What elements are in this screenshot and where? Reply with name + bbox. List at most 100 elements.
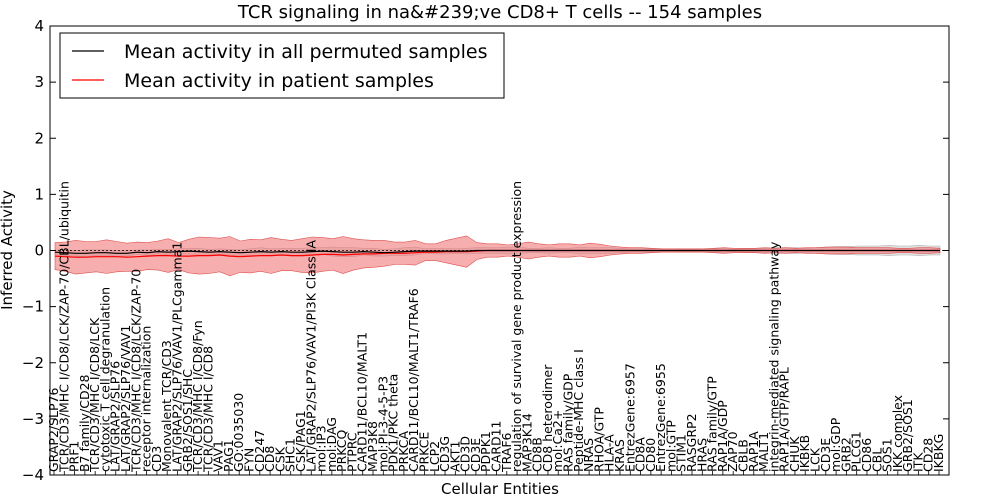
- x-tick-label: TCR/CD3/MHC I/CD8/LCK/ZAP-70/CBL/ubiquit…: [56, 181, 71, 473]
- y-tick-label: −4: [22, 466, 44, 484]
- x-tick-label: HRAS: [694, 438, 709, 472]
- x-tick-label: IKBKB: [797, 435, 812, 472]
- x-tick-label: CARD11: [489, 421, 504, 473]
- x-tick-label: CD3E: [818, 438, 833, 472]
- x-tick-label: PRF1: [67, 441, 82, 472]
- x-tick-label: LAT/GRAP2/SLP76/VAV1: [118, 325, 133, 472]
- x-tick-label: CSK/PAG1: [293, 410, 308, 472]
- x-tick-label: RAS family/GTP: [705, 376, 720, 472]
- x-tick-label: TRAF6: [499, 432, 514, 473]
- x-axis-label: Cellular Entities: [441, 480, 559, 498]
- x-tick-label: IKBKG: [931, 434, 946, 472]
- x-tick-label: LCK: [808, 447, 823, 472]
- x-tick-label: PRKCE: [417, 432, 432, 472]
- x-tick-label: CD8A: [633, 437, 648, 472]
- x-tick-label: AKT1: [447, 441, 462, 472]
- x-tick-label: VAV1: [211, 440, 226, 472]
- x-tick-label: mol:GTP: [663, 420, 678, 472]
- y-tick-label: 0: [34, 242, 44, 260]
- x-tick-label: PDK1/PKC theta: [386, 374, 401, 472]
- y-tick-label: 1: [34, 185, 44, 203]
- x-tick-label: CBL: [869, 448, 884, 472]
- y-tick-label: −3: [22, 410, 44, 428]
- x-tick-label: KRAS: [612, 439, 627, 472]
- x-tick-label: NRAS: [581, 438, 596, 472]
- x-tick-label: CD3G: [437, 436, 452, 472]
- x-tick-label: PLCG1: [849, 431, 864, 472]
- x-tick-label: CSK: [272, 446, 287, 472]
- x-tick-label: FYN: [242, 448, 257, 472]
- x-tick-label: mol:GDP: [828, 417, 843, 472]
- x-tick-label: STIM1: [674, 434, 689, 472]
- x-tick-label: LAT/GRAP2/SLP76: [108, 361, 123, 472]
- x-tick-label: Monovalent TCR/CD3: [159, 340, 174, 472]
- x-tick-label: CD80: [643, 438, 658, 472]
- x-tick-label: B7 family/CD28: [77, 374, 92, 472]
- lines-layer: [50, 249, 949, 258]
- x-tick-label: CD3E: [468, 438, 483, 472]
- x-tick-label: CARD11/BCL10/MALT1: [355, 332, 370, 472]
- x-tick-label: CD86: [859, 438, 874, 472]
- x-tick-label: CHUK: [787, 436, 802, 472]
- x-tick-label: GRB2/SOS1/SHC: [180, 369, 195, 472]
- x-tick-label: LAT/GRAP2/SLP76/VAV1/PLCgamma1: [170, 242, 185, 472]
- x-tick-label: RAS family/GDP: [561, 373, 576, 472]
- x-tick-label: RASGRP2: [684, 413, 699, 472]
- legend: Mean activity in all permuted samples Me…: [59, 32, 505, 99]
- x-tick-label: GRB2: [838, 437, 853, 472]
- x-tick-label: RHOA/GTP: [591, 407, 606, 472]
- x-tick-label: CD247: [252, 430, 267, 472]
- x-tick-label: PAG1: [221, 439, 236, 472]
- y-tick-label: 4: [34, 17, 44, 35]
- x-tick-label: EntrezGene:6955: [653, 363, 668, 472]
- legend-label-permuted: Mean activity in all permuted samples: [124, 41, 487, 63]
- x-tick-label: PDPK1: [478, 431, 493, 472]
- x-tick-label: cytotoxic T cell degranulation: [98, 287, 113, 472]
- x-tick-label: mol:Ca2+: [550, 410, 565, 472]
- x-tick-label: RAP1A/GDP: [715, 400, 730, 472]
- legend-box: [59, 32, 505, 99]
- legend-label-patient: Mean activity in patient samples: [124, 70, 434, 92]
- x-tick-label: CD28: [921, 438, 936, 472]
- x-tick-label: PTPRC: [344, 432, 359, 472]
- x-tick-label: PRKCQ: [334, 429, 349, 471]
- x-tick-label: regulation of survival gene product expr…: [509, 181, 524, 472]
- x-tick-label: CD3D: [458, 436, 473, 472]
- x-tick-label: CBLB: [736, 439, 751, 472]
- y-tick-label: 2: [34, 129, 44, 147]
- x-tick-label: SHC1: [283, 438, 298, 472]
- y-tick-label: −2: [22, 354, 44, 372]
- y-tick-label: −1: [22, 298, 44, 316]
- x-tick-label: MAP3K14: [519, 413, 534, 472]
- y-tick-label: 3: [34, 73, 44, 91]
- x-tick-label: Peptide-MHC class I: [571, 349, 586, 472]
- x-tick-label: CARD11/BCL10/MALT1/TRAF6: [406, 288, 421, 472]
- y-axis: 4 3 2 1 0 −1 −2 −3 −4: [22, 17, 949, 484]
- x-tick-label: GO:0035030: [231, 393, 246, 472]
- x-tick-label: CD8 heterodimer: [540, 364, 555, 472]
- x-tick-label: CD8: [262, 446, 277, 472]
- x-tick-label: CD8B: [530, 437, 545, 472]
- y-axis-label: Inferred Activity: [0, 190, 16, 310]
- band-patient: [54, 235, 941, 277]
- x-tick-label: RAP1A/GTP/RAPL: [777, 367, 792, 472]
- x-tick-label: mol:DAG: [324, 417, 339, 472]
- x-tick-label: PRKCA: [396, 431, 411, 472]
- x-tick-label: TCR/CD3/MHC I/CD8/LCK: [87, 317, 102, 473]
- x-tick-label: RAP1A: [746, 431, 761, 472]
- chart-title: TCR signaling in na&#239;ve CD8+ T cells…: [237, 2, 762, 23]
- x-tick-label: mol:PI-3-4-5-P3: [375, 376, 390, 472]
- series-line-permuted: [54, 249, 940, 254]
- x-tick-label: CD3: [149, 446, 164, 472]
- x-tick-label: LAT/GRAP2/SLP76/VAV1/PI3K Class IA: [303, 240, 318, 472]
- x-tick-label: ZAP70: [725, 431, 740, 472]
- x-tick-label: receptor internalization: [139, 326, 154, 472]
- x-tick-label: EntrezGene:6957: [622, 363, 637, 472]
- x-tick-label: TCR/CD3/MHC I/CD8/LCK/ZAP-70: [128, 269, 143, 473]
- x-tick-label: SOS1: [880, 438, 895, 472]
- x-tick-label: LCP2: [427, 441, 442, 472]
- x-tick-label: TCR/CD3/MHC I/CD8/Fyn: [190, 320, 205, 473]
- x-tick-label: TCR/CD3/MHC I/CD8: [200, 346, 215, 473]
